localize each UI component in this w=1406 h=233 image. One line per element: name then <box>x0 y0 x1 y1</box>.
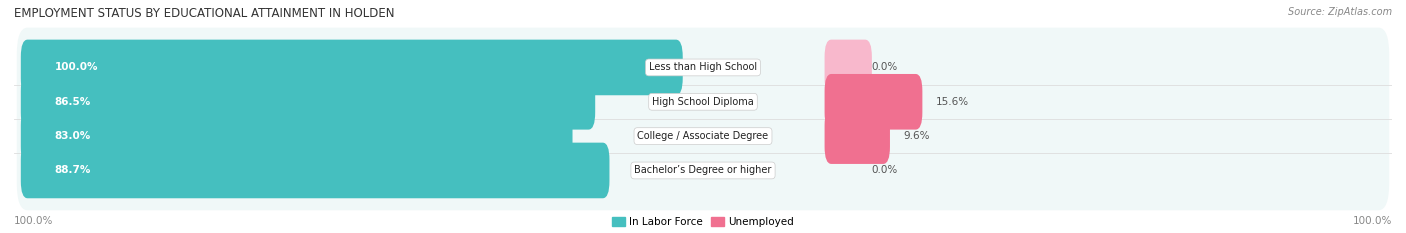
Text: High School Diploma: High School Diploma <box>652 97 754 107</box>
FancyBboxPatch shape <box>17 62 1389 142</box>
FancyBboxPatch shape <box>21 143 609 198</box>
Text: College / Associate Degree: College / Associate Degree <box>637 131 769 141</box>
Text: 9.6%: 9.6% <box>904 131 929 141</box>
FancyBboxPatch shape <box>824 108 890 164</box>
Text: 100.0%: 100.0% <box>55 62 98 72</box>
FancyBboxPatch shape <box>824 40 872 95</box>
Legend: In Labor Force, Unemployed: In Labor Force, Unemployed <box>609 213 797 232</box>
FancyBboxPatch shape <box>17 131 1389 210</box>
Text: 100.0%: 100.0% <box>1353 216 1392 226</box>
FancyBboxPatch shape <box>17 28 1389 107</box>
FancyBboxPatch shape <box>21 74 595 130</box>
Text: EMPLOYMENT STATUS BY EDUCATIONAL ATTAINMENT IN HOLDEN: EMPLOYMENT STATUS BY EDUCATIONAL ATTAINM… <box>14 7 395 20</box>
Text: Source: ZipAtlas.com: Source: ZipAtlas.com <box>1288 7 1392 17</box>
Text: Bachelor’s Degree or higher: Bachelor’s Degree or higher <box>634 165 772 175</box>
Text: 0.0%: 0.0% <box>872 165 898 175</box>
Text: Less than High School: Less than High School <box>650 62 756 72</box>
Text: 15.6%: 15.6% <box>936 97 969 107</box>
FancyBboxPatch shape <box>824 74 922 130</box>
Text: 86.5%: 86.5% <box>55 97 91 107</box>
Text: 88.7%: 88.7% <box>55 165 91 175</box>
Text: 83.0%: 83.0% <box>55 131 91 141</box>
FancyBboxPatch shape <box>17 96 1389 176</box>
Text: 100.0%: 100.0% <box>14 216 53 226</box>
FancyBboxPatch shape <box>21 40 683 95</box>
Text: 0.0%: 0.0% <box>872 62 898 72</box>
FancyBboxPatch shape <box>21 108 572 164</box>
